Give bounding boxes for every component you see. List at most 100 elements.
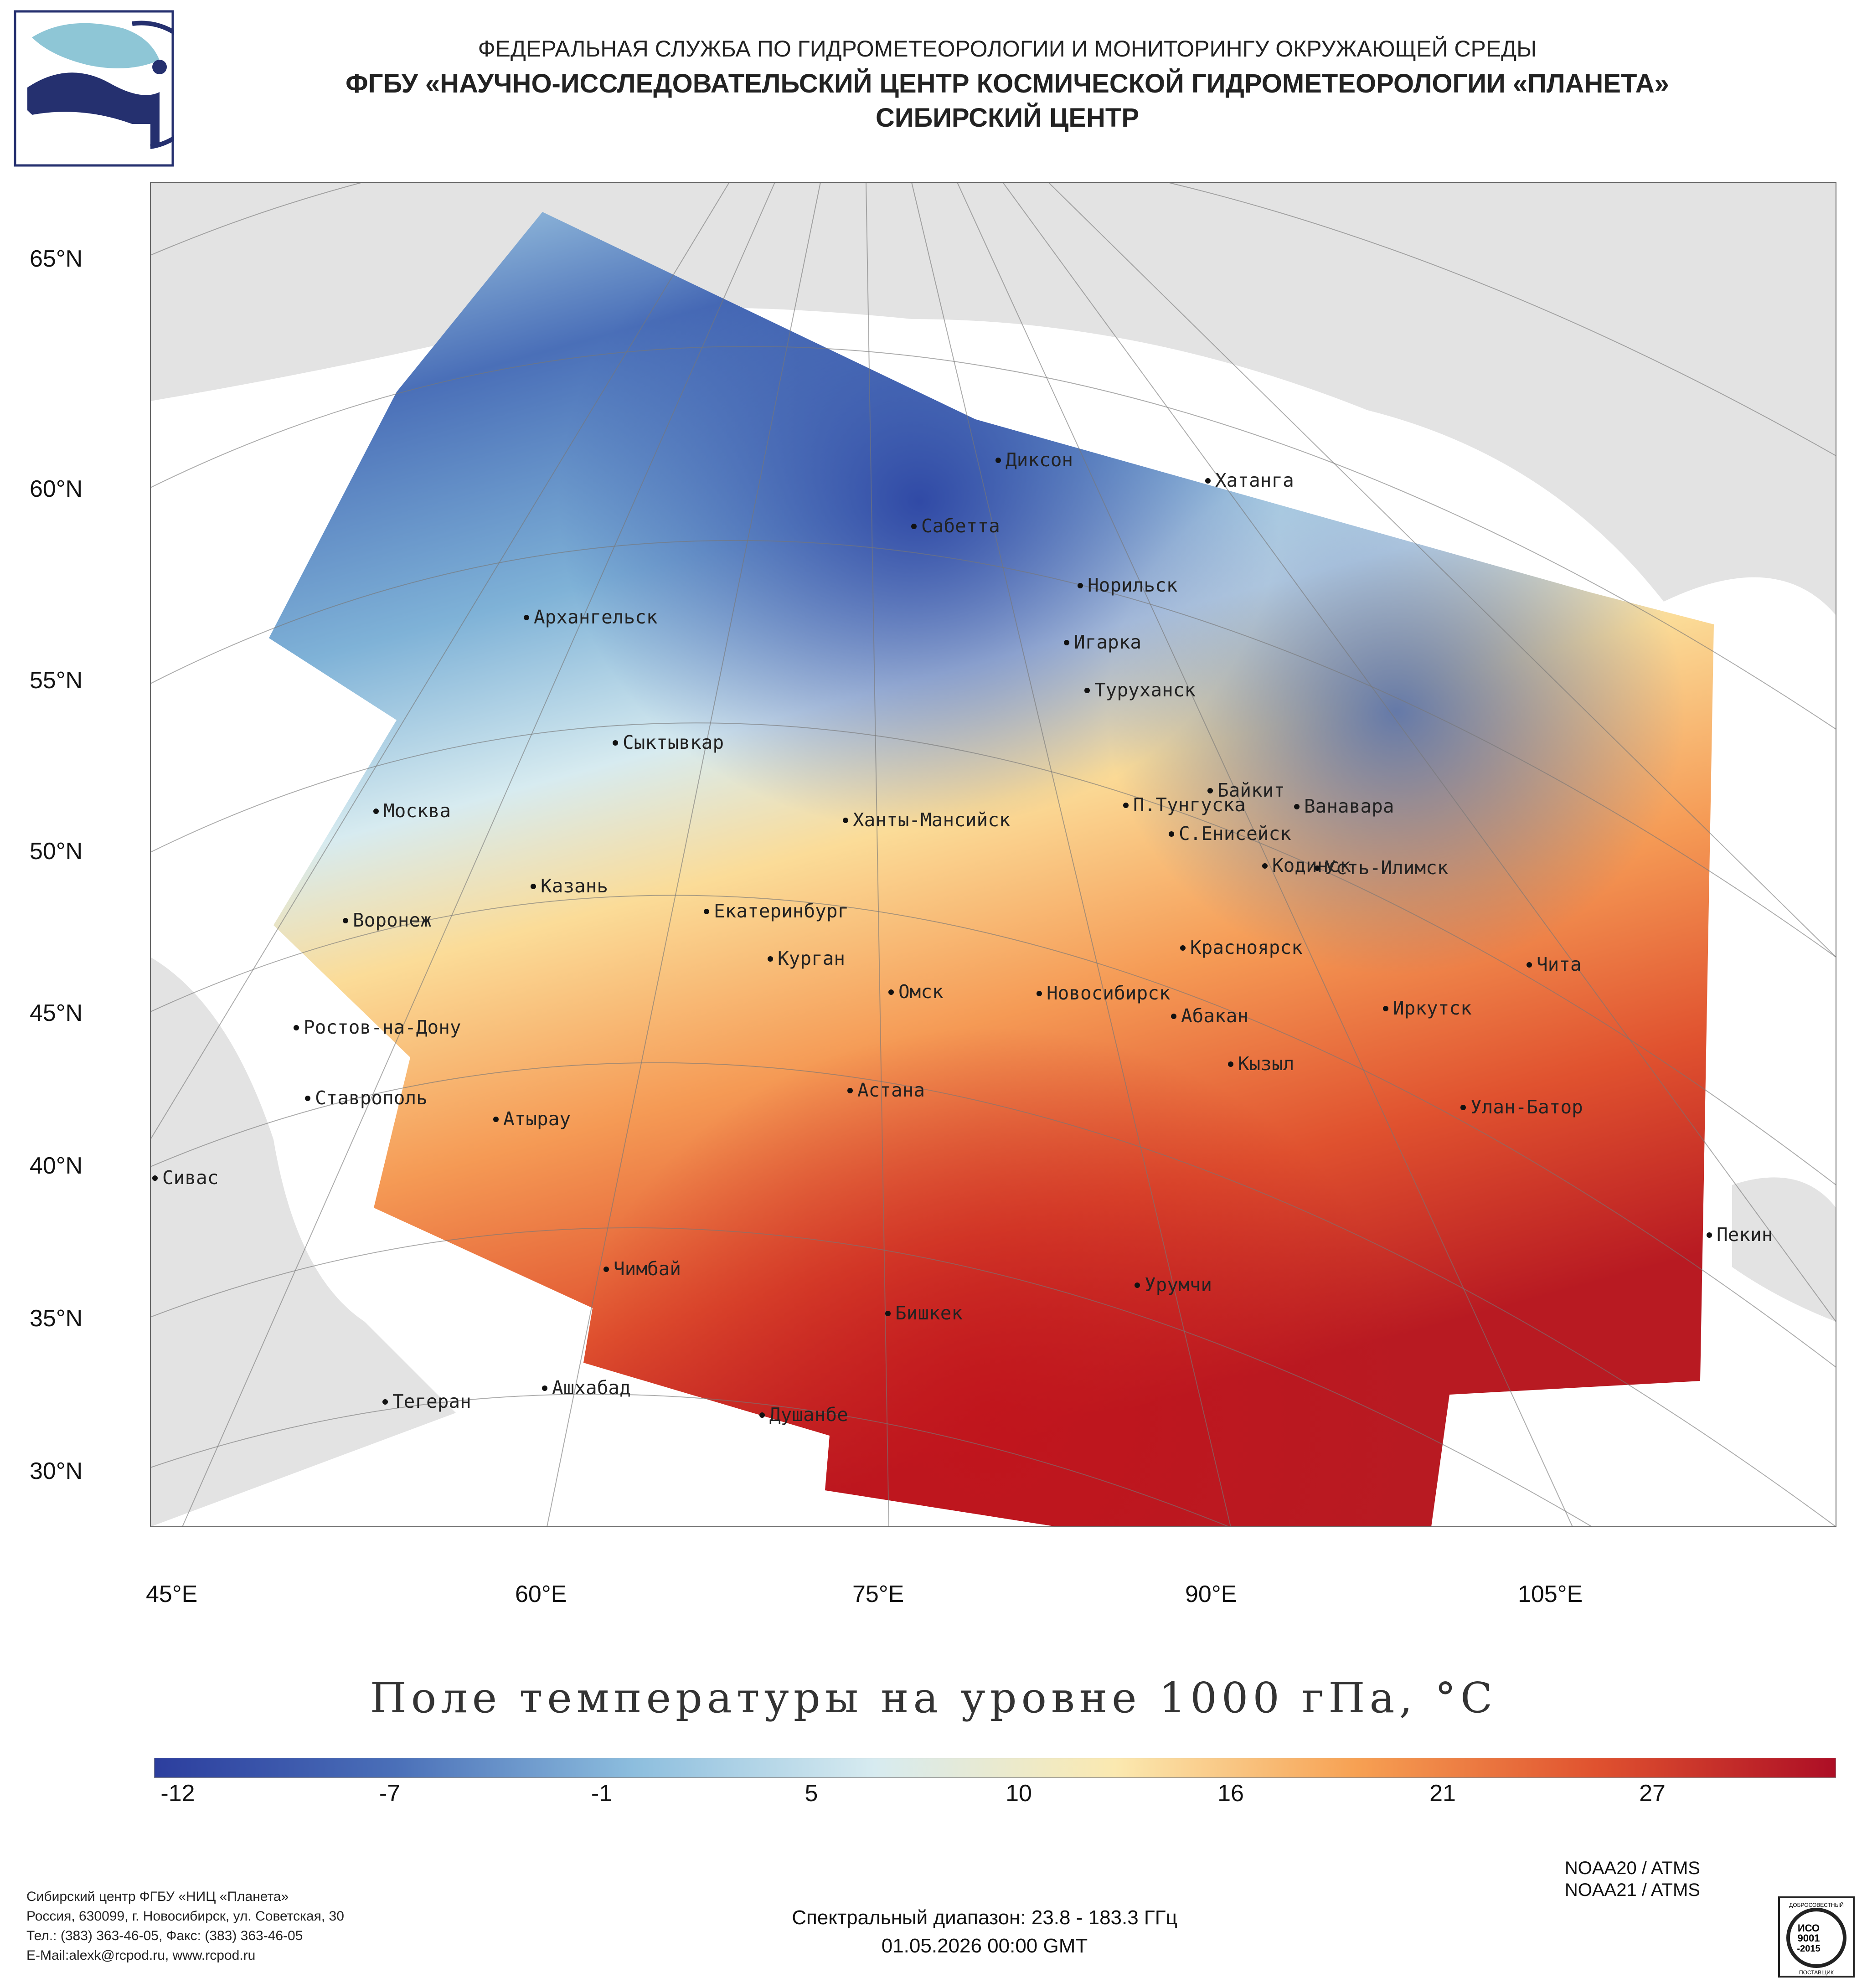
- city-dot: [152, 1175, 158, 1181]
- colorbar: [154, 1758, 1836, 1778]
- colorbar-tick: -7: [379, 1780, 401, 1807]
- city-dot: [382, 1399, 388, 1405]
- city-label: Курган: [778, 948, 845, 969]
- city-dot: [911, 524, 917, 529]
- city-dot: [1527, 962, 1532, 968]
- city-dot: [768, 956, 773, 962]
- city-dot: [1135, 1282, 1140, 1288]
- city-label: Бишкек: [895, 1302, 963, 1324]
- footer-address: Сибирский центр ФГБУ «НИЦ «Планета» Росс…: [26, 1887, 344, 1965]
- city-label: Кодинск: [1272, 855, 1351, 876]
- city-label: Туруханск: [1094, 679, 1196, 701]
- city-label: Новосибирск: [1047, 982, 1171, 1004]
- city-dot: [1294, 804, 1300, 809]
- city-label: Сивас: [162, 1167, 218, 1189]
- city-markers: Диксон Хатанга Сабетта Норильск Архангельск И…: [152, 449, 1773, 1426]
- city-label: Ашхабад: [552, 1377, 631, 1399]
- city-dot: [542, 1385, 547, 1391]
- city-label: Пекин: [1717, 1224, 1773, 1246]
- city-dot: [847, 1088, 853, 1093]
- colorbar-ticks: -12 -7 -1 5 10 16 21 27: [0, 1780, 1867, 1816]
- city-dot: [1078, 583, 1083, 588]
- city-dot: [603, 1267, 609, 1272]
- iso-mid1: ИСО: [1798, 1922, 1820, 1934]
- datetime: 01.05.2026 00:00 GMT: [881, 1935, 1088, 1957]
- lat-label: 55°N: [30, 667, 83, 694]
- city-dot: [493, 1117, 499, 1122]
- address-line: Тел.: (383) 363-46-05, Факс: (383) 363-4…: [26, 1928, 303, 1943]
- city-dot: [305, 1096, 310, 1101]
- city-dot: [1207, 788, 1213, 793]
- city-label: Москва: [383, 800, 451, 822]
- city-dot: [885, 1311, 891, 1316]
- lon-label: 75°E: [852, 1581, 904, 1607]
- city-label: Архангельск: [534, 606, 658, 628]
- header-institute: ФГБУ «НАУЧНО-ИССЛЕДОВАТЕЛЬСКИЙ ЦЕНТР КОС…: [346, 69, 1669, 98]
- city-dot: [1169, 831, 1174, 837]
- city-label: Душанбе: [769, 1404, 848, 1426]
- header-agency: ФЕДЕРАЛЬНАЯ СЛУЖБА ПО ГИДРОМЕТЕОРОЛОГИИ …: [478, 36, 1537, 62]
- city-dot: [613, 740, 618, 746]
- colorbar-tick: 16: [1217, 1780, 1244, 1807]
- planeta-logo: [14, 10, 174, 167]
- city-label: Казань: [541, 875, 608, 897]
- city-label: Екатеринбург: [714, 900, 849, 922]
- city-label: Сыктывкар: [623, 731, 724, 753]
- satellite-name: NOAA20 / ATMS: [1564, 1858, 1700, 1878]
- city-dot: [1707, 1232, 1712, 1238]
- city-label: Байкит: [1217, 779, 1285, 801]
- city-label: Усть-Илимск: [1325, 857, 1449, 879]
- lon-label: 60°E: [515, 1581, 567, 1607]
- city-dot: [294, 1025, 299, 1030]
- city-dot: [1228, 1061, 1233, 1067]
- city-label: С.Енисейск: [1179, 823, 1291, 845]
- city-label: Улан-Батор: [1470, 1096, 1583, 1118]
- colorbar-tick: -1: [591, 1780, 613, 1807]
- colorbar-tick: -12: [160, 1780, 195, 1807]
- lon-label: 90°E: [1185, 1581, 1237, 1607]
- city-label: Ванавара: [1304, 795, 1394, 817]
- city-label: Диксон: [1006, 449, 1073, 471]
- city-dot: [1262, 863, 1268, 869]
- city-label: Ханты-Мансийск: [853, 809, 1011, 831]
- city-label: Норильск: [1088, 574, 1178, 596]
- city-dot: [343, 918, 348, 923]
- city-label: Омск: [898, 981, 944, 1003]
- city-dot: [704, 909, 709, 914]
- city-label: Кызыл: [1238, 1053, 1294, 1075]
- lat-label: 30°N: [30, 1458, 83, 1484]
- colorbar-tick: 27: [1639, 1780, 1666, 1807]
- iso-badge-icon: ДОБРОСОВЕСТНЫЙ ИСО 9001 -2015 ПОСТАВЩИК: [1778, 1896, 1855, 1978]
- city-dot: [1037, 991, 1042, 996]
- city-label: Чимбай: [614, 1258, 681, 1280]
- city-dot: [1171, 1014, 1176, 1019]
- city-dot: [995, 458, 1001, 463]
- lat-label: 50°N: [30, 838, 83, 865]
- city-label: Красноярск: [1190, 937, 1303, 958]
- iso-mid2: 9001: [1798, 1932, 1820, 1944]
- city-label: Тегеран: [392, 1391, 471, 1412]
- city-dot: [1123, 803, 1129, 808]
- city-label: Иркутск: [1393, 997, 1472, 1019]
- city-dot: [759, 1412, 765, 1418]
- header-center: СИБИРСКИЙ ЦЕНТР: [875, 103, 1140, 133]
- city-label: Хатанга: [1215, 469, 1294, 491]
- colorbar-tick: 5: [805, 1780, 818, 1807]
- city-label: Чита: [1537, 953, 1582, 975]
- footer-info: Спектральный диапазон: 23.8 - 183.3 ГГц …: [638, 1904, 1331, 1960]
- lon-label: 45°E: [146, 1581, 197, 1607]
- city-label: Атырау: [503, 1108, 571, 1130]
- city-dot: [531, 884, 536, 889]
- city-dot: [888, 989, 894, 995]
- iso-bottom: ПОСТАВЩИК: [1799, 1969, 1834, 1976]
- lon-label: 105°E: [1518, 1581, 1583, 1607]
- lat-label: 60°N: [30, 476, 83, 502]
- city-label: Игарка: [1074, 631, 1141, 653]
- city-label: П.Тунгуска: [1133, 794, 1246, 816]
- address-line: Сибирский центр ФГБУ «НИЦ «Планета»: [26, 1889, 289, 1904]
- spectral-range: Спектральный диапазон: 23.8 - 183.3 ГГц: [792, 1906, 1177, 1929]
- lat-label: 45°N: [30, 1000, 83, 1026]
- lat-label: 35°N: [30, 1305, 83, 1332]
- temperature-map: 65°N 60°N 55°N 50°N 45°N 40°N 35°N 30°N …: [30, 182, 1836, 1607]
- address-line: E-Mail:alexk@rcpod.ru, www.rcpod.ru: [26, 1948, 256, 1963]
